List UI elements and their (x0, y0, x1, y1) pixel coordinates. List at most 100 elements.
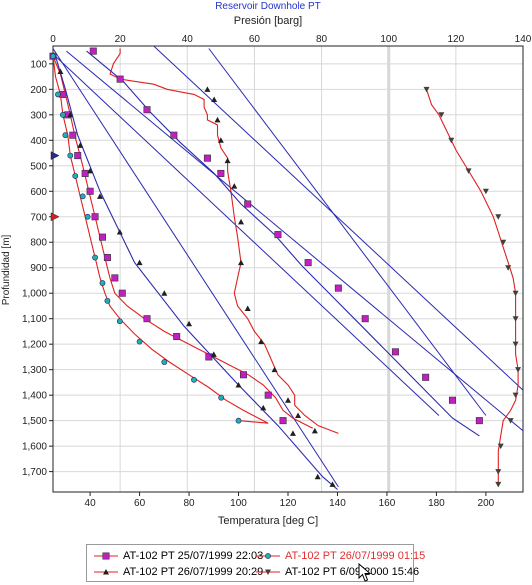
data-point (97, 193, 103, 199)
data-point (391, 348, 399, 356)
data-point (191, 376, 197, 383)
data-point (203, 154, 211, 162)
data-point (311, 427, 318, 434)
data-point (500, 239, 507, 246)
axis-ticks: 0 20 40 60 80 100 120 140 40 60 80 100 120 140 160 180 2… (22, 34, 532, 509)
data-point (72, 173, 79, 179)
chart-title: Reservoir Downhole PT (215, 1, 321, 12)
data-point (274, 231, 282, 239)
data-point (84, 213, 91, 220)
data-point (136, 259, 143, 266)
series[interactable] (49, 45, 524, 490)
data-point (448, 137, 455, 144)
data-point (161, 290, 168, 296)
series-line[interactable] (54, 56, 338, 490)
series-5[interactable] (54, 56, 338, 490)
data-point (495, 214, 502, 220)
y-tick-label: 700 (30, 212, 47, 223)
x-tick-label: 100 (230, 498, 247, 509)
y-tick-label: 100 (30, 59, 47, 70)
y-tick-label: 1,400 (22, 391, 47, 402)
series-4[interactable] (423, 86, 522, 488)
mouse-cursor-icon (358, 563, 372, 582)
data-point (67, 111, 74, 118)
x-tick-label: 60 (134, 498, 146, 509)
data-point (210, 351, 217, 357)
x2-tick-label: 0 (50, 34, 56, 45)
data-point (116, 229, 123, 235)
data-point (118, 289, 126, 297)
data-point (475, 417, 483, 425)
series-3[interactable] (109, 48, 339, 434)
legend-label: AT-102 PT 6/09/2000 15:46 (285, 566, 420, 578)
legend-item-4[interactable]: AT-102 PT 6/09/2000 15:46 (255, 564, 419, 580)
x-tick-label: 160 (379, 498, 396, 509)
depth-marker-icon (50, 212, 60, 222)
x2-tick-label: 60 (249, 34, 261, 45)
x-axis-label: Temperatura [deg C] (218, 515, 318, 527)
data-point (143, 315, 151, 323)
y-tick-label: 400 (30, 136, 47, 147)
guide-line (52, 48, 339, 488)
data-point (314, 473, 321, 480)
legend-item-1[interactable]: AT-102 PT 25/07/1999 22:03 (93, 548, 263, 564)
data-point (295, 412, 302, 419)
series-1[interactable] (49, 52, 313, 429)
legend-item-2[interactable]: AT-102 PT 26/07/1999 01:15 (255, 548, 425, 564)
data-point (512, 316, 519, 322)
x-tick-label: 120 (280, 498, 297, 509)
grid (52, 46, 524, 492)
data-point (224, 157, 231, 164)
y-tick-label: 1,600 (22, 442, 47, 453)
y-tick-label: 800 (30, 238, 47, 249)
data-point (103, 569, 109, 575)
legend-label: AT-102 PT 26/07/1999 01:15 (285, 550, 426, 562)
y-tick-label: 300 (30, 110, 47, 121)
data-point (81, 169, 89, 177)
plot-frame (52, 45, 524, 493)
data-point (231, 183, 238, 189)
data-point (497, 443, 504, 450)
series-line[interactable] (52, 55, 313, 429)
series-2[interactable] (50, 53, 269, 424)
x-tick-label: 80 (183, 498, 195, 509)
y-tick-label: 1,700 (22, 467, 47, 478)
series-line[interactable] (425, 89, 519, 485)
data-point (289, 430, 296, 436)
data-point (67, 152, 74, 159)
data-point (512, 392, 519, 399)
legend-item-3[interactable]: AT-102 PT 26/07/1999 20:29 (93, 564, 263, 580)
series-line[interactable] (86, 50, 480, 437)
data-point (136, 338, 143, 345)
series-6[interactable] (86, 47, 483, 437)
guide-line (153, 45, 524, 391)
data-point (98, 233, 106, 241)
data-point (505, 265, 512, 271)
y-tick-label: 500 (30, 161, 47, 172)
data-point (89, 47, 97, 55)
y-tick-label: 600 (30, 187, 47, 198)
legend-swatch-icon (94, 552, 118, 560)
data-point (235, 381, 242, 388)
data-point (265, 553, 271, 559)
data-point (218, 394, 225, 401)
data-point (87, 167, 94, 174)
legend-swatch-icon (256, 553, 280, 559)
data-point (69, 131, 77, 139)
data-point (217, 169, 225, 177)
y-tick-label: 1,300 (22, 365, 47, 376)
data-point (271, 366, 278, 373)
pt-chart: Reservoir Downhole PT Presión [barg] Tem… (1, 1, 532, 527)
data-point (244, 200, 252, 208)
series-line[interactable] (109, 48, 339, 434)
data-point (238, 218, 244, 225)
data-point (495, 469, 502, 475)
data-point (260, 404, 267, 411)
depth-marker-icon (50, 151, 60, 160)
data-point (244, 305, 251, 312)
data-point (258, 338, 265, 345)
data-point (173, 333, 181, 341)
data-point (285, 397, 291, 403)
data-point (103, 254, 111, 262)
data-point (217, 137, 224, 143)
